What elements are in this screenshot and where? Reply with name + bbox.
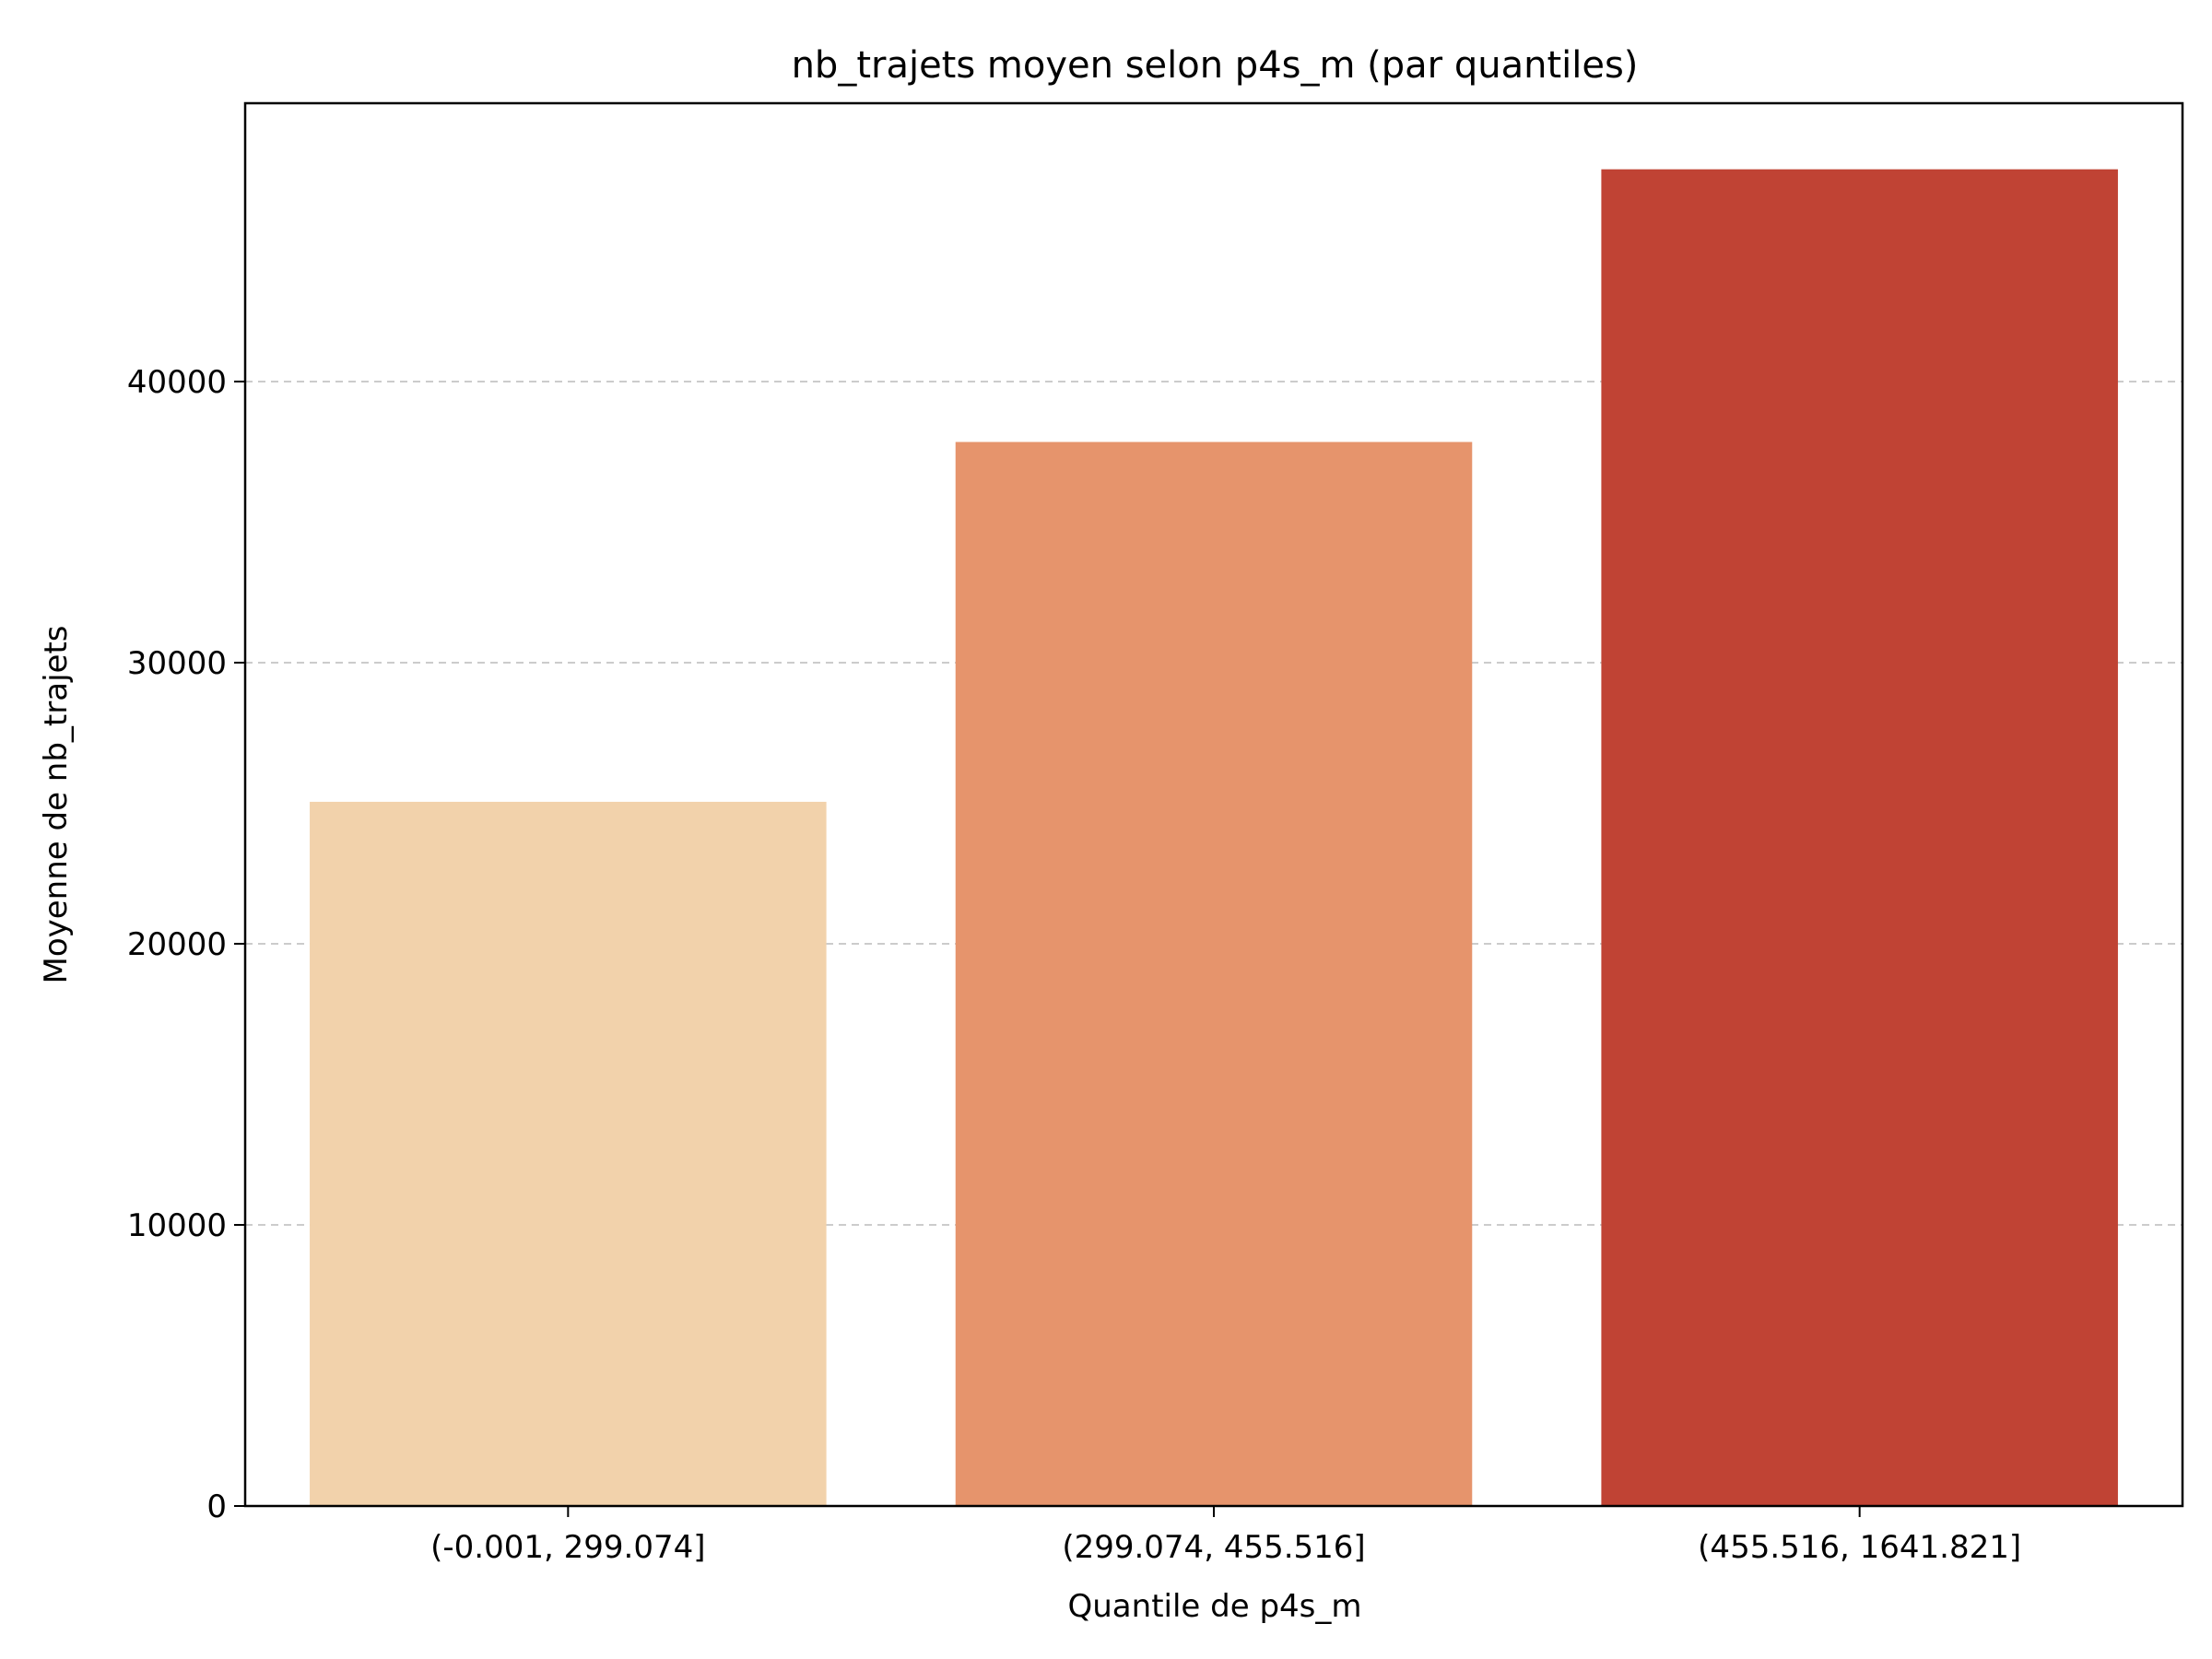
x-axis-ticks: (-0.001, 299.074] (299.074, 455.516] (455.… [430,1506,2021,1566]
y-tick-label: 20000 [127,926,227,963]
x-tick-label: (299.074, 455.516] [1062,1529,1365,1566]
x-tick-label: (-0.001, 299.074] [430,1529,705,1566]
y-axis-ticks: 0 10000 20000 30000 40000 [127,364,245,1525]
x-axis-label: Quantile de p4s_m [1068,1588,1362,1625]
y-tick-label: 0 [206,1488,227,1525]
x-tick-label: (455.516, 1641.821] [1698,1529,2021,1566]
y-axis-label: Moyenne de nb_trajets [38,626,75,984]
y-tick-label: 40000 [127,364,227,401]
y-tick-label: 30000 [127,645,227,682]
bars [310,169,2118,1506]
bar [955,441,1473,1506]
bar [310,801,827,1506]
bar [1601,169,2118,1506]
y-tick-label: 10000 [127,1207,227,1244]
chart-title: nb_trajets moyen selon p4s_m (par quanti… [792,44,1639,87]
